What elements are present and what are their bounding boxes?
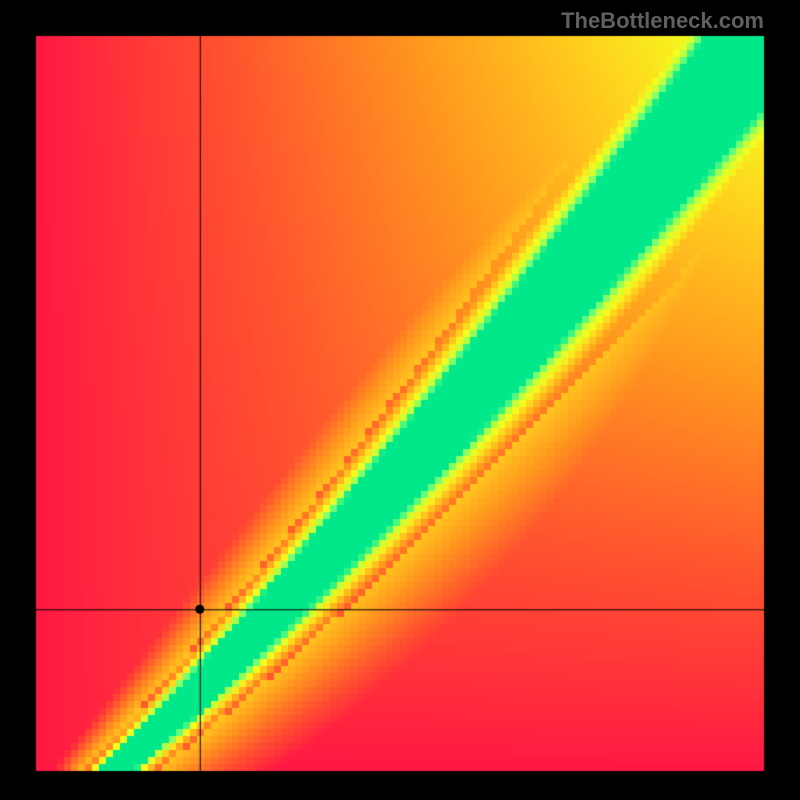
heatmap-canvas [0, 0, 800, 800]
chart-container: TheBottleneck.com [0, 0, 800, 800]
watermark-label: TheBottleneck.com [561, 8, 764, 34]
